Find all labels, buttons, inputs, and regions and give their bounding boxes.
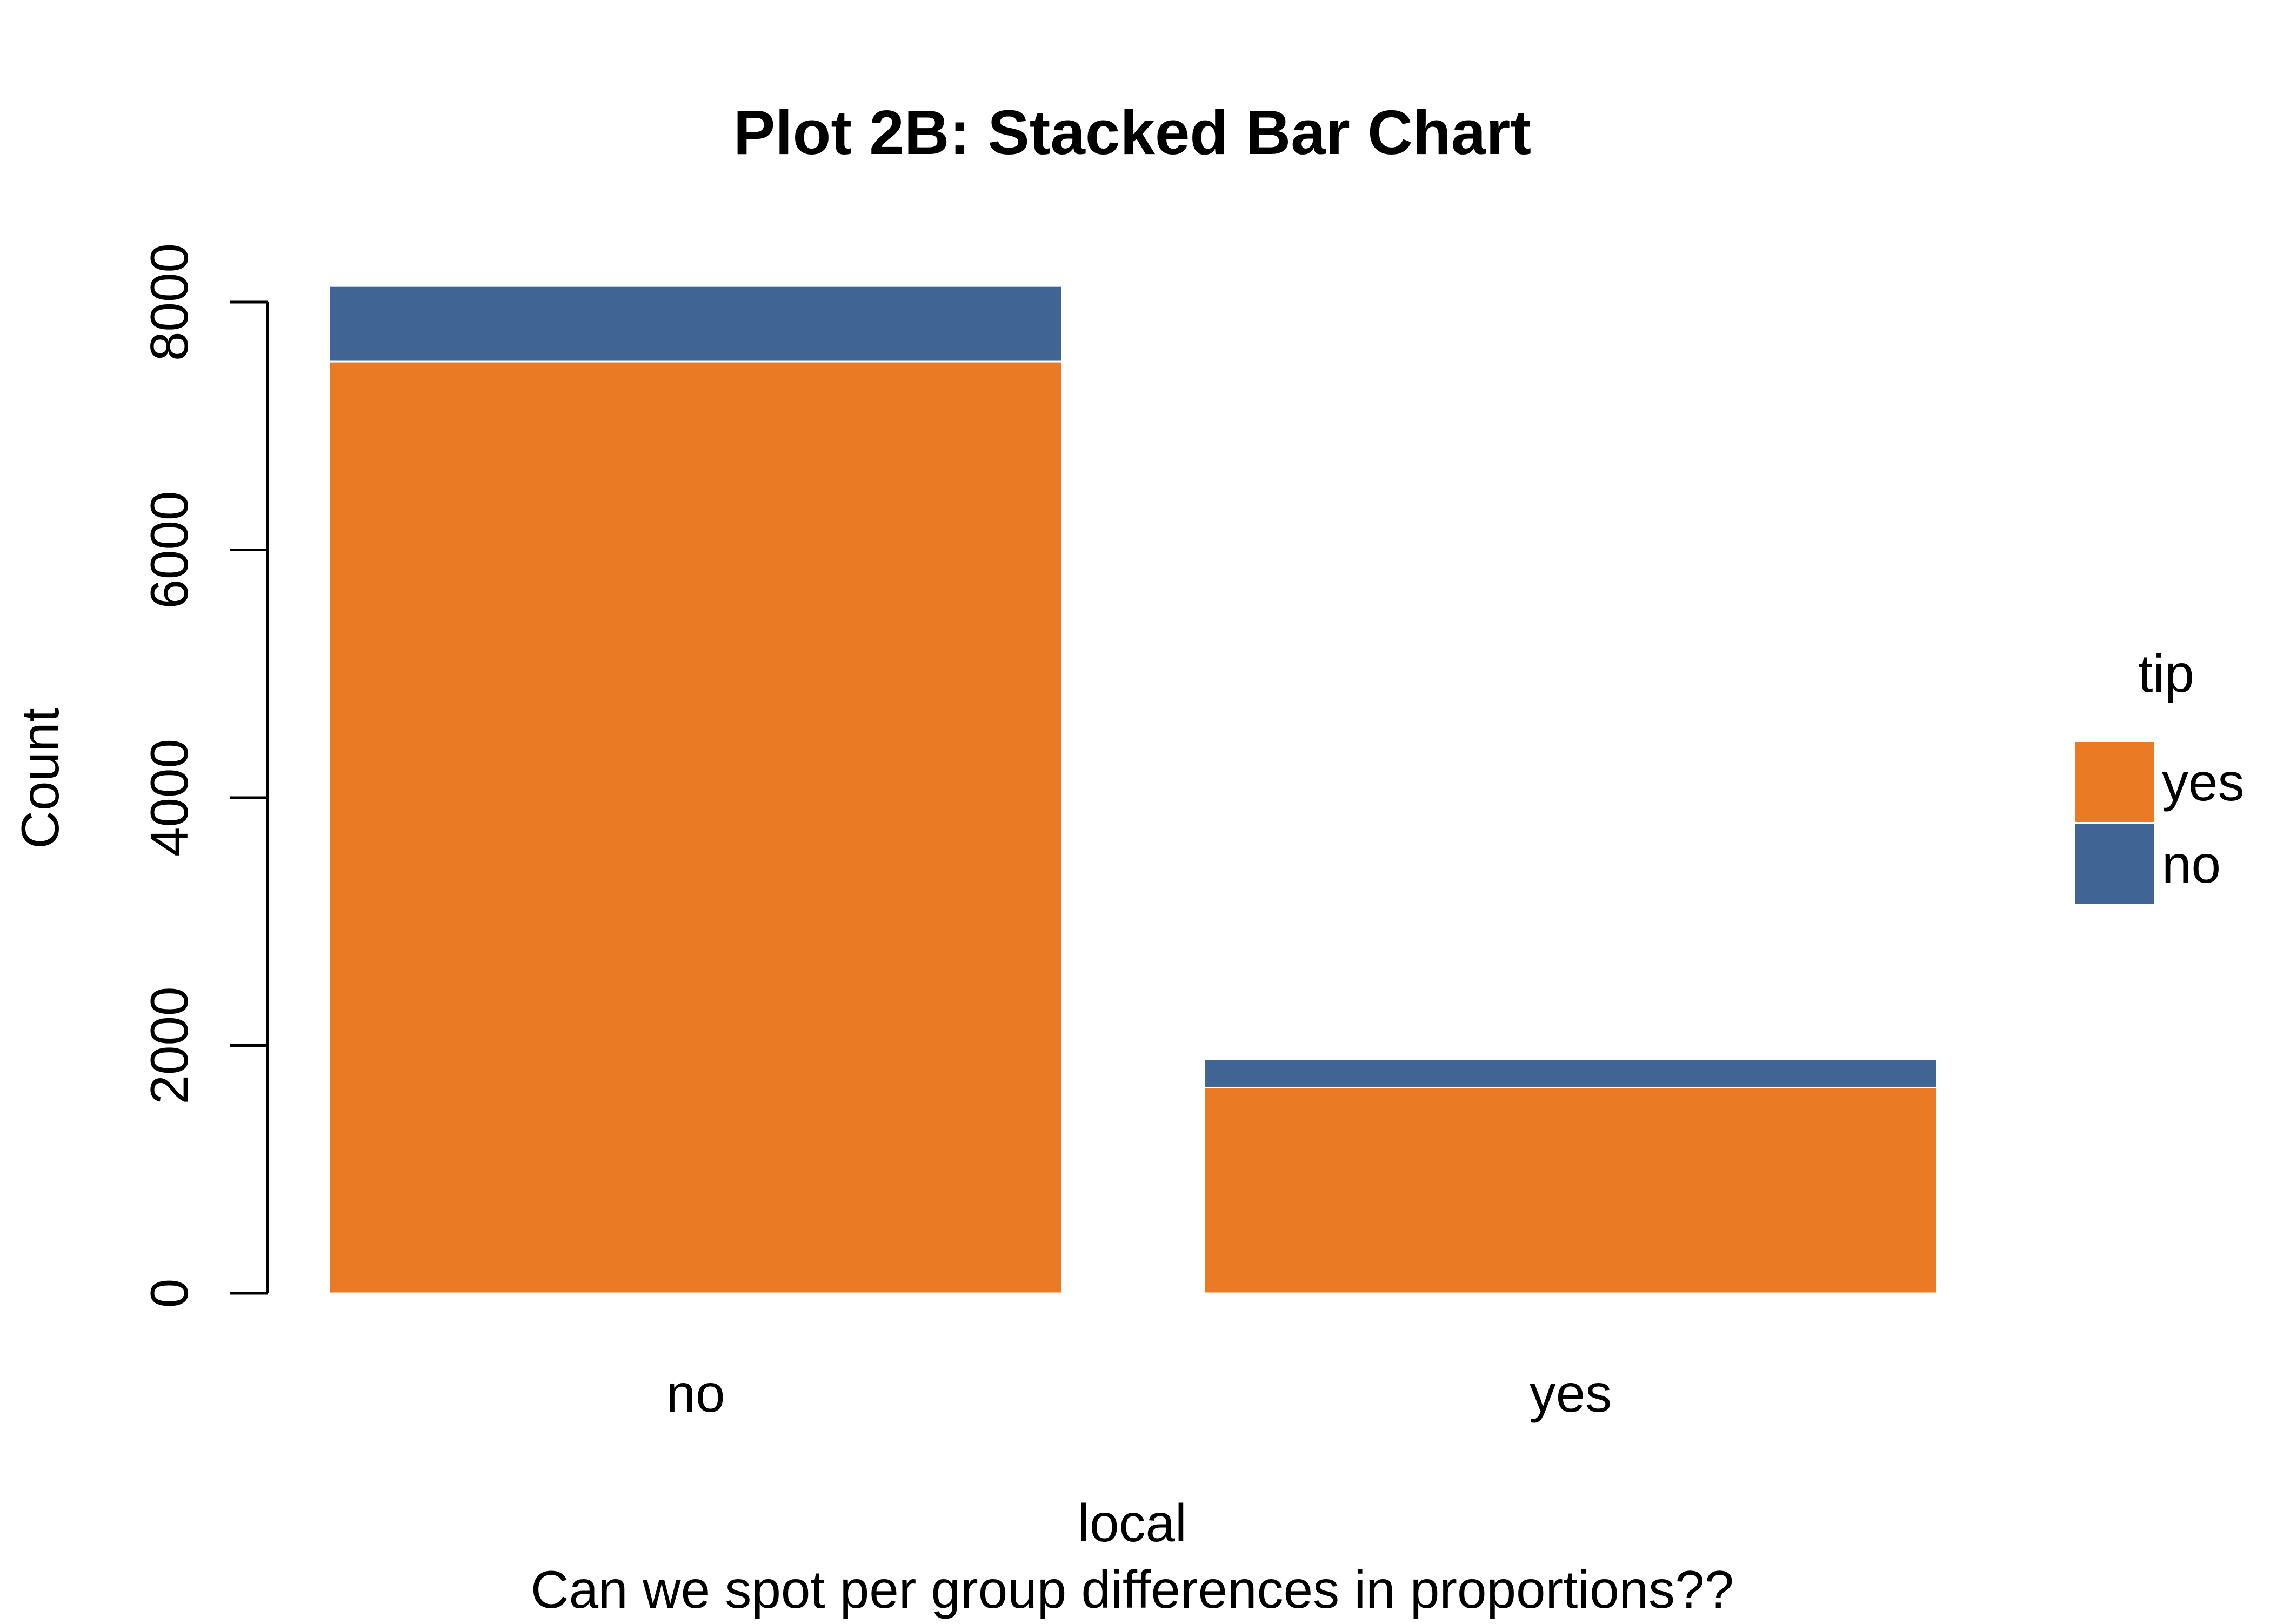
y-tick-label: 4000: [139, 739, 199, 857]
y-tick-label: 8000: [139, 243, 199, 361]
y-tick-label: 2000: [139, 986, 199, 1104]
legend-label-no: no: [2162, 834, 2221, 894]
bar-no-yes: [329, 360, 1063, 1294]
y-axis-label: Count: [10, 707, 70, 849]
y-axis: 0 2000 4000 6000 8000: [139, 243, 269, 1308]
bar-no-no: [329, 285, 1063, 363]
y-tick-label: 0: [139, 1279, 199, 1308]
bar-yes-yes: [1204, 1086, 1938, 1294]
bars-group: [329, 285, 1938, 1294]
x-tick-label: yes: [1530, 1364, 1612, 1423]
chart-title: Plot 2B: Stacked Bar Chart: [733, 97, 1531, 168]
legend-title: tip: [2138, 644, 2194, 703]
x-tick-label: no: [666, 1364, 725, 1423]
x-axis-label: local: [1078, 1493, 1187, 1553]
legend: tip yes no: [2075, 644, 2245, 904]
legend-key-no: [2075, 824, 2154, 904]
legend-key-yes: [2075, 742, 2154, 822]
y-tick-label: 6000: [139, 491, 199, 609]
bar-yes-no: [1204, 1058, 1938, 1088]
legend-label-yes: yes: [2162, 752, 2245, 812]
chart-caption: Can we spot per group differences in pro…: [531, 1560, 1734, 1619]
x-axis: no yes: [666, 1364, 1612, 1423]
